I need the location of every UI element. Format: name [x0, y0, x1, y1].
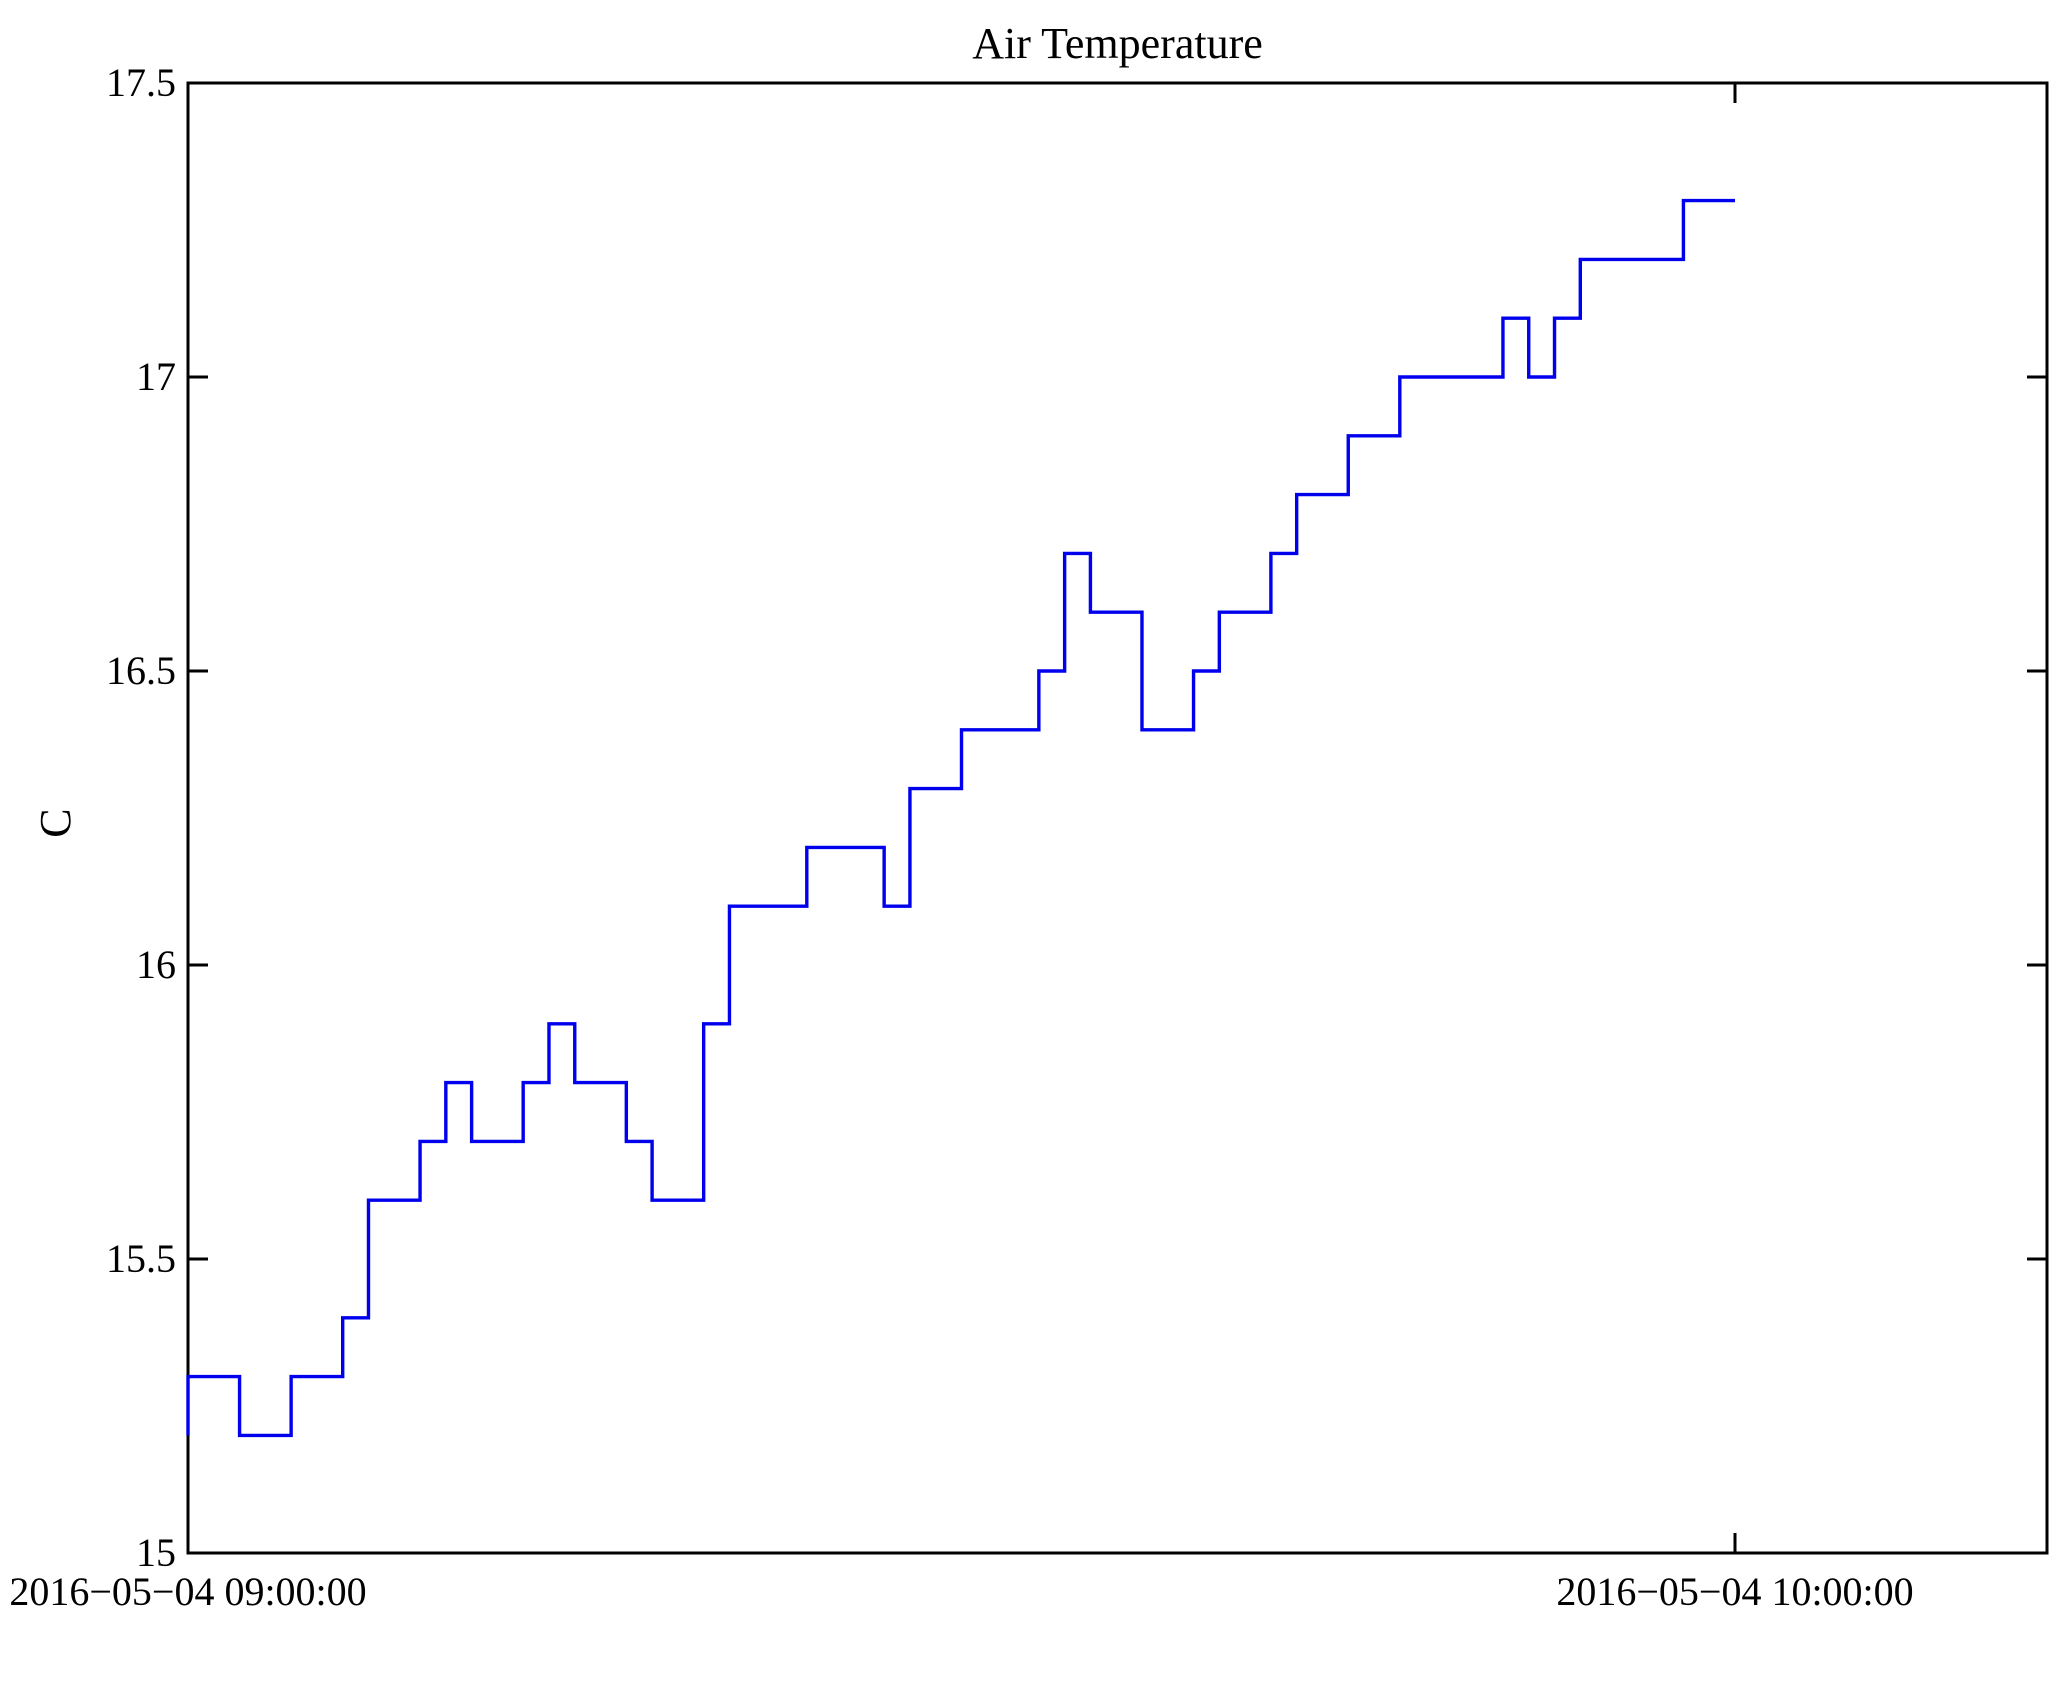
y-axis-label: C	[31, 808, 80, 838]
x-tick-label: 2016−05−04 09:00:00	[9, 1569, 367, 1614]
y-tick-label: 17	[136, 354, 176, 399]
axes-box	[186, 81, 2049, 1555]
x-tick-label: 2016−05−04 10:00:00	[1556, 1569, 1914, 1614]
temperature-line	[186, 198, 1735, 1438]
chart-title: Air Temperature	[972, 19, 1263, 68]
y-tick-label: 16	[136, 942, 176, 987]
y-tick-label: 17.5	[106, 60, 176, 105]
y-tick-label: 16.5	[106, 648, 176, 693]
y-tick-label: 15	[136, 1530, 176, 1575]
y-tick-label: 15.5	[106, 1236, 176, 1281]
